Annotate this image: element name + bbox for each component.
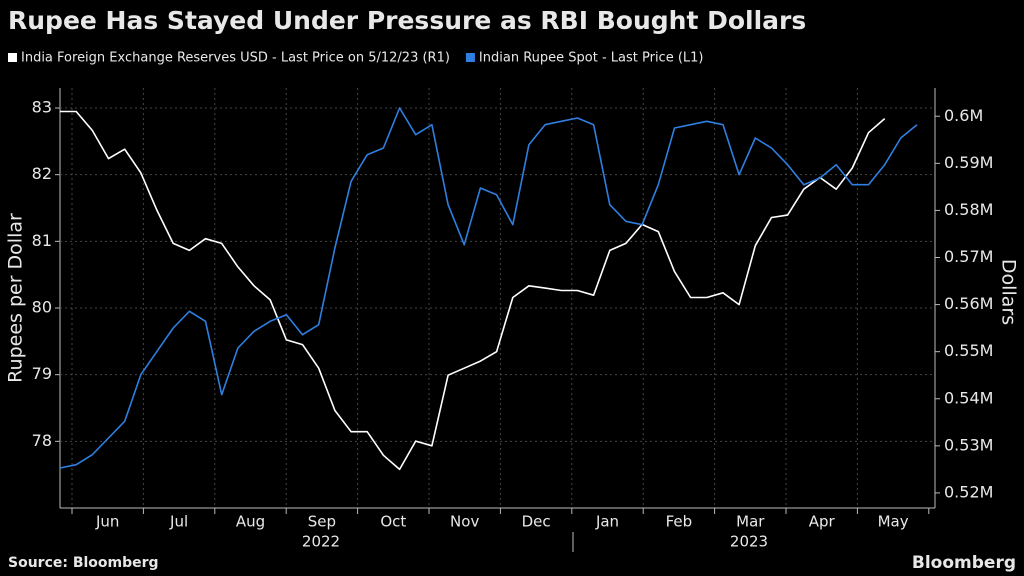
year-label: 2023 [730,533,768,551]
legend-swatch [465,53,475,62]
y2-tick-label: 0.52M [944,482,993,501]
y2-axis-label: Dollars [998,259,1020,325]
series-line [60,110,886,471]
x-tick-label: Sep [308,513,336,531]
legend-label: India Foreign Exchange Reserves USD - La… [21,51,450,66]
source: Source: Bloomberg [8,555,159,571]
x-tick-label: Apr [809,513,836,531]
y-axis-label: Rupees per Dollar [5,213,27,383]
legend-swatch [8,53,17,62]
y2-tick-label: 0.59M [944,153,993,172]
x-tick-label: Nov [450,513,479,531]
y2-tick-label: 0.57M [944,247,993,266]
x-tick-label: Oct [380,513,406,531]
x-tick-label: Jul [169,513,188,531]
x-tick-label: Aug [236,513,265,531]
y-tick-label: 78 [32,431,52,450]
brand: Bloomberg [912,553,1016,573]
y2-tick-label: 0.54M [944,388,993,407]
y-tick-label: 82 [32,164,52,183]
x-tick-label: Feb [666,513,693,531]
x-tick-label: Jun [95,513,119,531]
y-tick-label: 81 [32,231,52,250]
x-tick-label: Mar [736,513,765,531]
y-tick-label: 83 [32,98,52,117]
x-tick-label: Jan [595,513,619,531]
y2-tick-label: 0.53M [944,435,993,454]
y2-tick-label: 0.56M [944,294,993,313]
y2-tick-label: 0.55M [944,341,993,360]
legend-label: Indian Rupee Spot - Last Price (L1) [479,51,704,66]
series-line [59,107,918,469]
y2-tick-label: 0.6M [944,106,983,125]
year-label: 2022 [302,533,340,551]
y-tick-label: 79 [32,364,52,383]
y-tick-label: 80 [32,298,52,317]
chart-title: Rupee Has Stayed Under Pressure as RBI B… [8,6,806,35]
x-tick-label: May [878,513,909,531]
y2-tick-label: 0.58M [944,200,993,219]
x-tick-label: Dec [522,513,551,531]
